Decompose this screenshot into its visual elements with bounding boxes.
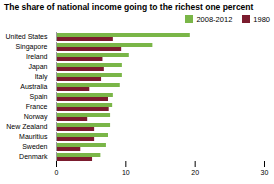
svg-text:Norway: Norway: [24, 113, 48, 121]
svg-text:Singapore: Singapore: [16, 43, 48, 51]
html-text:1980: 1980: [253, 14, 270, 24]
svg-text:Spain: Spain: [30, 93, 48, 101]
svg-text:Sweden: Sweden: [22, 143, 47, 150]
svg-text:Denmark: Denmark: [19, 153, 48, 160]
html-text:2008-2012: 2008-2012: [196, 14, 233, 24]
html-text:The share of national income g: The share of national income going to th…: [4, 2, 254, 12]
svg-text:Japan: Japan: [28, 63, 47, 71]
svg-text:Australia: Australia: [20, 83, 47, 90]
svg-text:Mauritius: Mauritius: [19, 133, 48, 140]
svg-text:20: 20: [191, 169, 199, 176]
svg-text:30: 30: [261, 169, 269, 176]
svg-text:France: France: [26, 103, 48, 110]
svg-text:New Zealand: New Zealand: [6, 123, 47, 130]
svg-text:Italy: Italy: [35, 73, 48, 81]
svg-text:10: 10: [122, 169, 130, 176]
svg-text:0: 0: [55, 169, 59, 176]
svg-text:United States: United States: [5, 33, 48, 40]
svg-text:Ireland: Ireland: [26, 53, 48, 60]
